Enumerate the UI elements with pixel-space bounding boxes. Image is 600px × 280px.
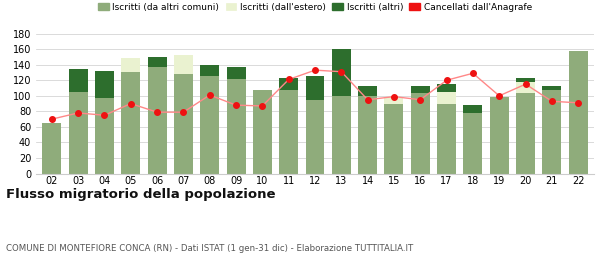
Point: [100, 113, 109, 118]
Point: [152, 110, 162, 115]
Bar: [385, 97, 403, 104]
Point: [363, 97, 373, 102]
Bar: [43, 123, 61, 174]
Point: [231, 103, 241, 108]
Point: [284, 77, 293, 82]
Bar: [437, 84, 456, 92]
Legend: Iscritti (da altri comuni), Iscritti (dall'estero), Iscritti (altri), Cancellati: Iscritti (da altri comuni), Iscritti (da…: [94, 0, 536, 15]
Point: [337, 69, 346, 74]
Point: [547, 99, 557, 104]
Bar: [121, 59, 140, 73]
Bar: [68, 92, 88, 174]
Point: [468, 71, 478, 76]
Point: [205, 93, 215, 97]
Point: [47, 117, 56, 122]
Point: [494, 94, 504, 98]
Bar: [358, 96, 377, 174]
Bar: [385, 104, 403, 174]
Bar: [95, 71, 114, 98]
Bar: [279, 90, 298, 174]
Bar: [542, 86, 562, 90]
Bar: [411, 86, 430, 94]
Bar: [305, 100, 325, 174]
Bar: [200, 76, 219, 174]
Bar: [516, 82, 535, 94]
Bar: [200, 65, 219, 76]
Point: [389, 94, 399, 99]
Bar: [516, 94, 535, 174]
Bar: [569, 51, 587, 174]
Point: [257, 104, 267, 108]
Point: [310, 68, 320, 73]
Bar: [148, 67, 167, 174]
Bar: [174, 55, 193, 74]
Bar: [227, 67, 245, 79]
Bar: [542, 90, 562, 174]
Bar: [437, 104, 456, 174]
Bar: [332, 96, 351, 174]
Bar: [516, 78, 535, 82]
Bar: [95, 98, 114, 174]
Bar: [463, 113, 482, 174]
Bar: [411, 94, 430, 174]
Bar: [358, 87, 377, 96]
Bar: [490, 97, 509, 174]
Text: COMUNE DI MONTEFIORE CONCA (RN) - Dati ISTAT (1 gen-31 dic) - Elaborazione TUTTI: COMUNE DI MONTEFIORE CONCA (RN) - Dati I…: [6, 244, 413, 253]
Bar: [332, 49, 351, 96]
Point: [179, 110, 188, 115]
Bar: [305, 76, 325, 100]
Bar: [174, 74, 193, 174]
Bar: [68, 69, 88, 92]
Point: [521, 82, 530, 87]
Point: [415, 97, 425, 102]
Bar: [437, 92, 456, 104]
Bar: [121, 73, 140, 174]
Bar: [253, 90, 272, 174]
Text: Flusso migratorio della popolazione: Flusso migratorio della popolazione: [6, 188, 275, 200]
Bar: [148, 57, 167, 67]
Point: [126, 101, 136, 106]
Bar: [279, 78, 298, 90]
Point: [442, 78, 451, 83]
Bar: [463, 105, 482, 113]
Point: [574, 101, 583, 105]
Point: [73, 111, 83, 115]
Bar: [227, 79, 245, 174]
